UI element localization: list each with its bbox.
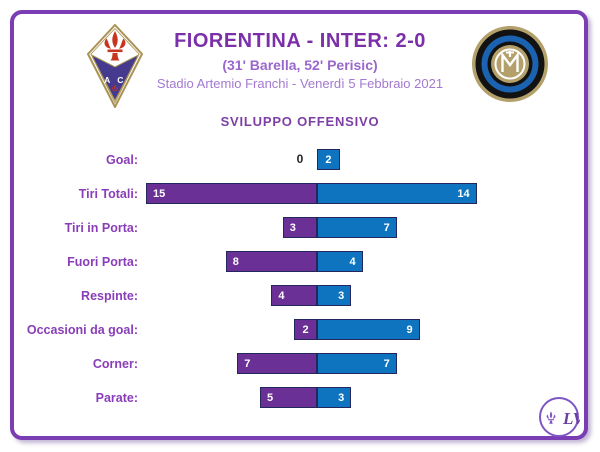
match-header: FIORENTINA - INTER: 2-0 (31' Barella, 52…	[150, 30, 450, 91]
home-zero-value: 0	[296, 152, 304, 166]
chart-title: SVILUPPO OFFENSIVO	[220, 114, 380, 129]
match-title: FIORENTINA - INTER: 2-0	[174, 30, 426, 52]
watermark-logo-icon: LV	[539, 397, 580, 437]
home-bar: 2	[294, 319, 317, 340]
stat-label: Goal:	[106, 153, 138, 167]
stat-row: Occasioni da goal: 2 9	[18, 313, 582, 347]
away-bar: 7	[317, 353, 397, 374]
away-bar: 14	[317, 183, 477, 204]
stat-label: Tiri in Porta:	[64, 221, 138, 235]
stats-bar-chart: Goal: 0 2 Tiri Totali: 15 14 Tiri in Porta: 3 7 F…	[18, 143, 582, 415]
crest-monogram-text: A C	[104, 75, 126, 85]
away-bar: 3	[317, 285, 352, 306]
bar-area: 15 14	[146, 183, 582, 205]
stat-label: Corner:	[92, 357, 138, 371]
fleur-de-lis-icon	[104, 31, 126, 61]
stat-row: Respinte: 4 3	[18, 279, 582, 313]
stat-label: Tiri Totali:	[78, 187, 138, 201]
away-bar: 7	[317, 217, 397, 238]
stat-row: Tiri Totali: 15 14	[18, 177, 582, 211]
stat-label: Parate:	[95, 391, 138, 405]
match-scorers: (31' Barella, 52' Perisic)	[222, 57, 378, 73]
fiorentina-crest-icon: A C	[86, 24, 144, 108]
home-bar: 3	[282, 217, 317, 238]
home-bar: 4	[271, 285, 317, 306]
stat-row: Parate: 5 3	[18, 381, 582, 415]
stat-label: Respinte:	[81, 289, 138, 303]
stat-row: Tiri in Porta: 3 7	[18, 211, 582, 245]
home-bar: 8	[225, 251, 317, 272]
home-bar: 15	[146, 183, 317, 204]
stat-row: Fuori Porta: 8 4	[18, 245, 582, 279]
away-bar: 4	[317, 251, 363, 272]
away-bar: 9	[317, 319, 420, 340]
stat-label: Occasioni da goal:	[26, 323, 138, 337]
home-bar: 7	[237, 353, 317, 374]
away-bar: 3	[317, 387, 352, 408]
stat-row: Goal: 0 2	[18, 143, 582, 177]
stat-label: Fuori Porta:	[67, 255, 138, 269]
match-venue-date: Stadio Artemio Franchi - Venerdì 5 Febbr…	[156, 76, 444, 91]
inter-crest-icon	[472, 26, 548, 102]
watermark-letters: LV	[562, 409, 580, 428]
away-bar: 2	[317, 149, 340, 170]
stat-row: Corner: 7 7	[18, 347, 582, 381]
home-bar: 5	[260, 387, 317, 408]
